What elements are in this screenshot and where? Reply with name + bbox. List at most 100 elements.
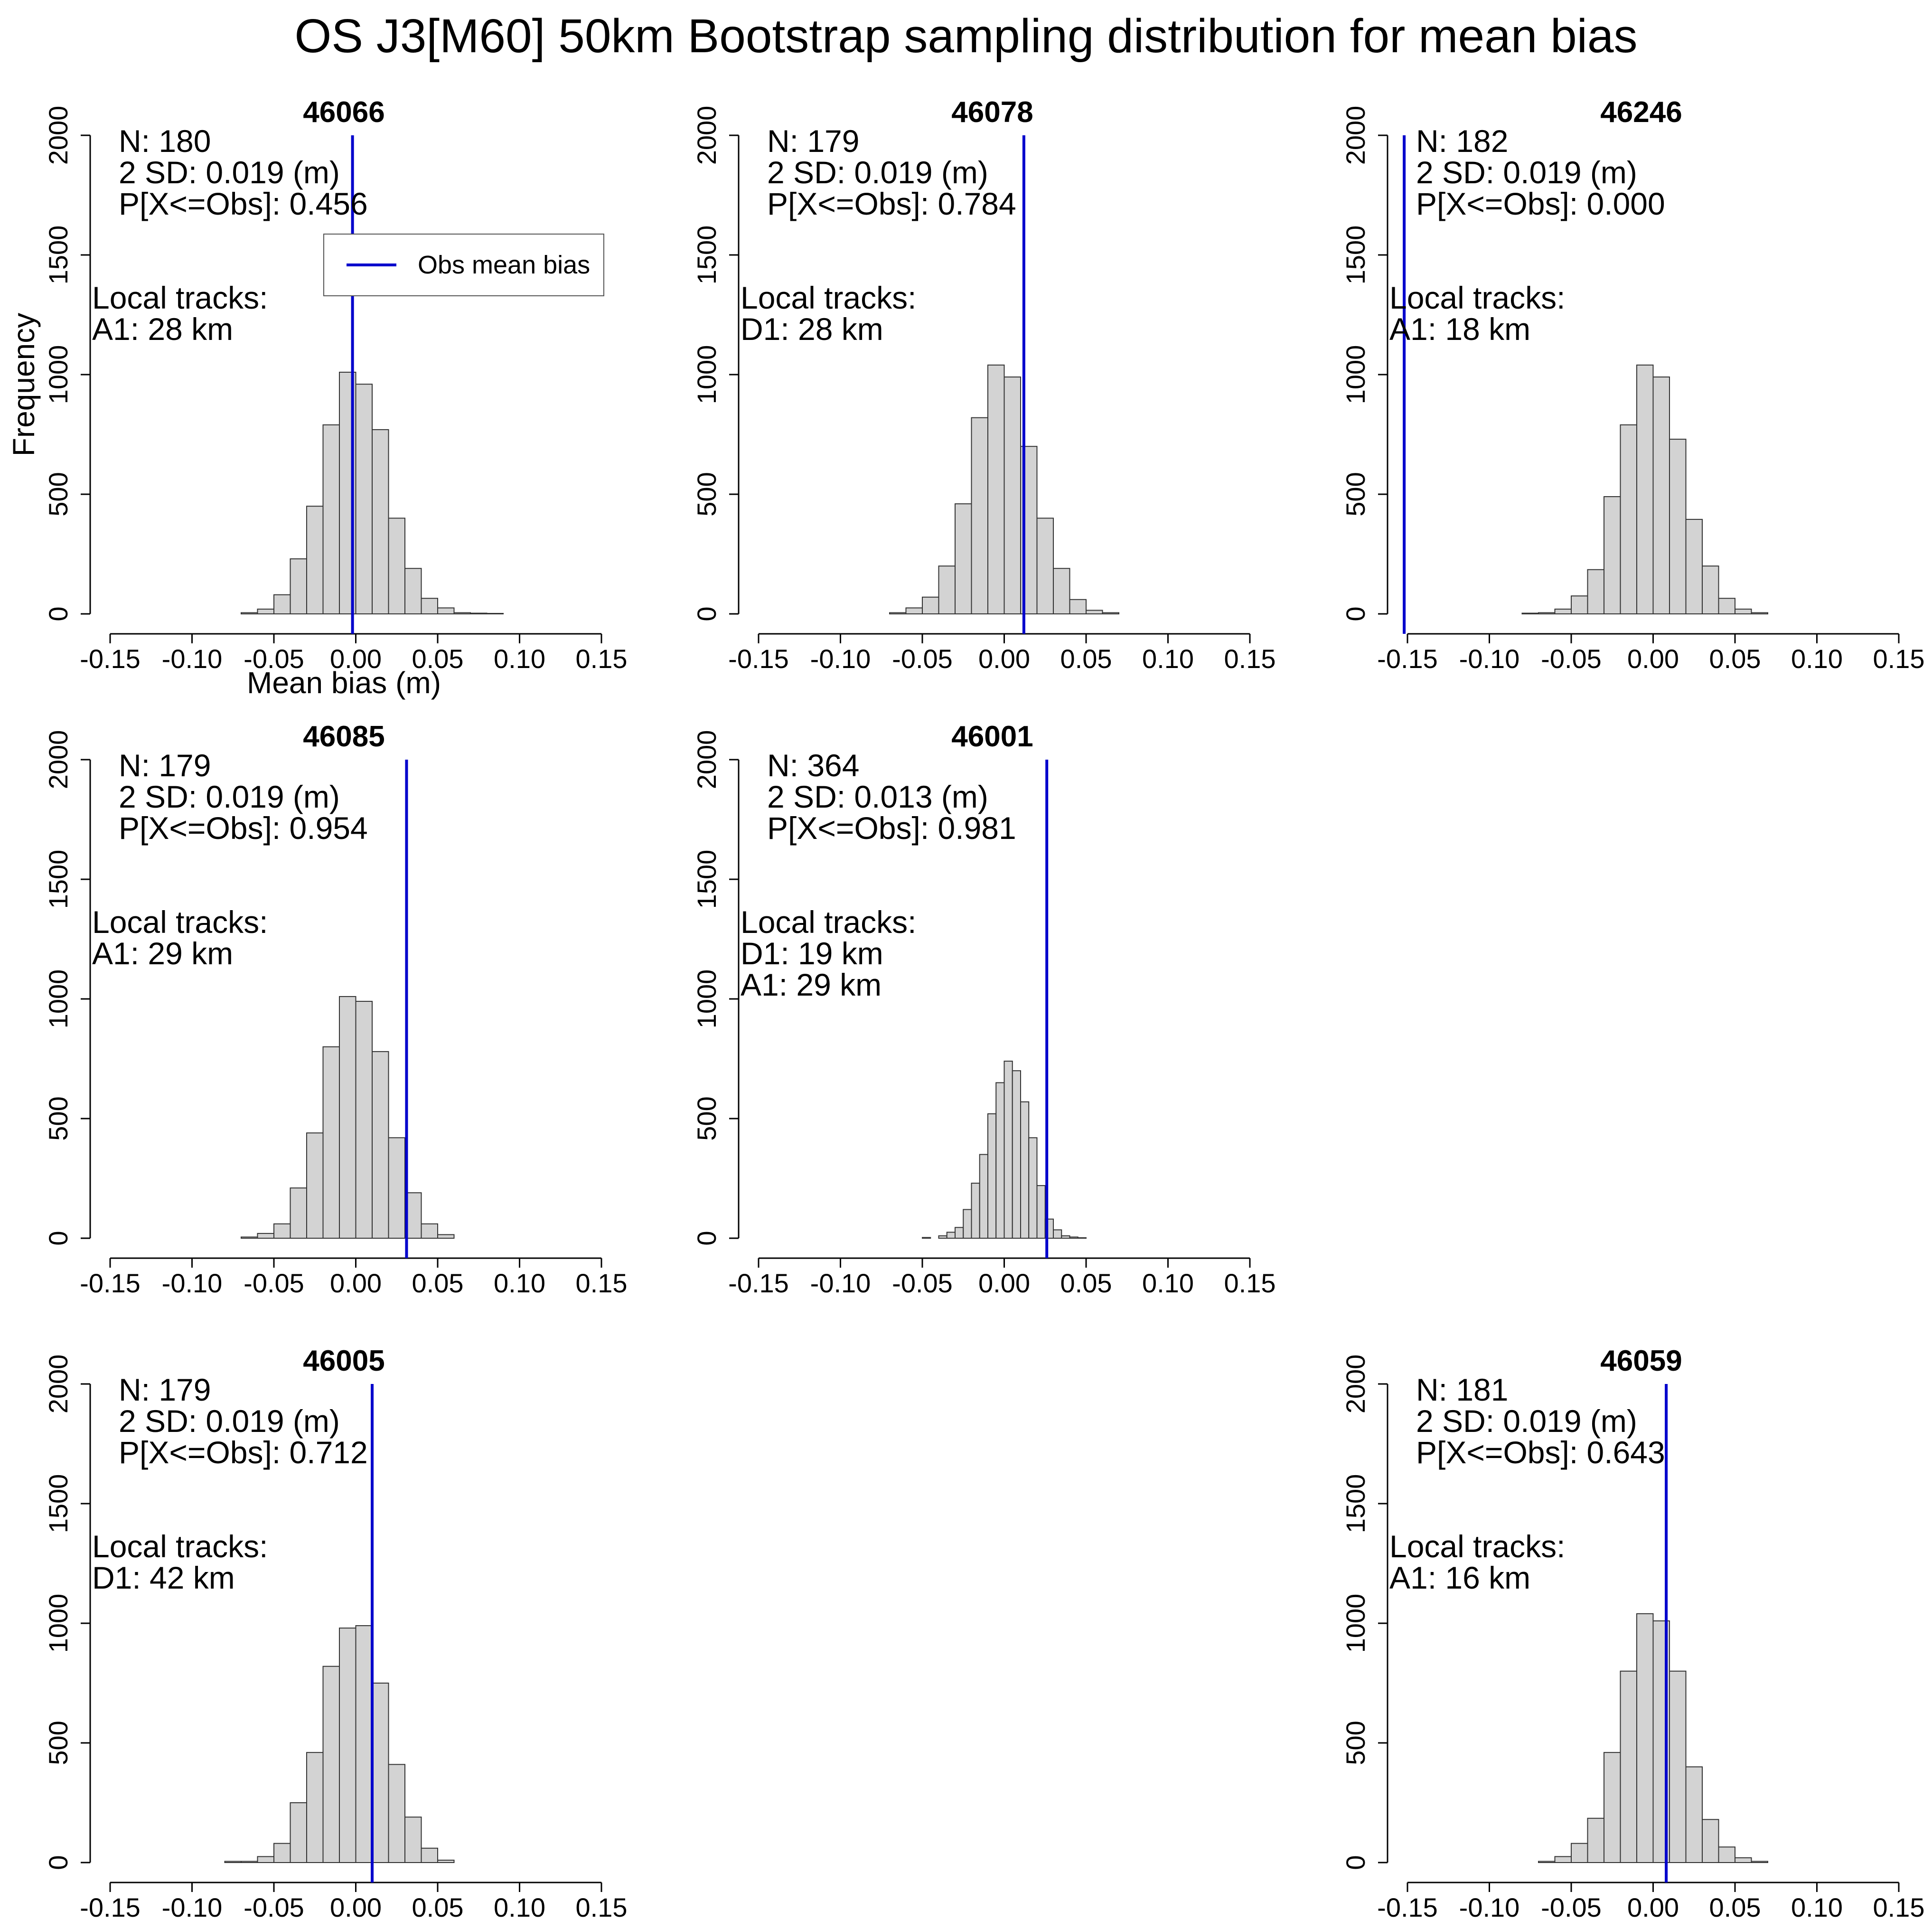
panel-title: 46085	[303, 720, 385, 753]
y-tick-label: 1000	[43, 1594, 73, 1653]
histogram-bar	[1053, 568, 1070, 614]
histogram-bar	[437, 1234, 455, 1239]
histogram-bar	[339, 1628, 356, 1864]
stat-annotation: 2 SD: 0.019 (m)	[119, 155, 340, 190]
x-tick-label: -0.15	[80, 1268, 141, 1298]
x-tick-label: 0.15	[576, 644, 628, 674]
stat-annotation: 2 SD: 0.019 (m)	[1416, 155, 1637, 190]
y-tick-label: 1500	[1341, 226, 1370, 285]
histogram-bar	[1587, 569, 1604, 615]
histogram-bar	[1053, 1229, 1062, 1239]
histogram-bar	[322, 424, 340, 615]
histogram-bar	[1620, 424, 1637, 615]
panel-46066: 46066 0 500 1000 1500 2000 -0.15 -0.10 -0.05 0.00…	[7, 96, 628, 700]
histogram-bar	[241, 1861, 258, 1863]
histogram-bar	[1554, 608, 1572, 615]
y-tick-label: 0	[43, 606, 73, 621]
histogram-bar	[922, 596, 939, 614]
histogram-bar	[355, 384, 373, 614]
x-tick-label: -0.10	[810, 1268, 871, 1298]
panel-46085: 46085 0 500 1000 1500 2000 -0.15 -0.10 -0.05 0.00…	[43, 720, 628, 1298]
y-tick-label: 1000	[1341, 345, 1370, 405]
histogram-bar	[322, 1046, 340, 1239]
y-tick-label: 1500	[692, 226, 722, 285]
histogram-bar	[1702, 1819, 1719, 1864]
y-tick-label: 1000	[692, 345, 722, 405]
stat-annotation: N: 179	[119, 1372, 211, 1407]
y-tick-label: 500	[1341, 472, 1370, 516]
x-tick-label: 0.00	[978, 1268, 1030, 1298]
x-tick-label: -0.15	[80, 644, 141, 674]
histogram-bar	[404, 1816, 422, 1863]
histogram-bar	[1538, 612, 1556, 614]
histogram-bar	[1587, 1817, 1604, 1864]
histogram-bar	[1751, 612, 1768, 614]
legend-label: Obs mean bias	[418, 251, 590, 279]
x-tick-label: 0.10	[1142, 644, 1194, 674]
local-tracks-annotation: A1: 18 km	[1389, 311, 1530, 347]
y-tick-label: 0	[1341, 606, 1370, 621]
x-tick-label: 0.05	[412, 1268, 464, 1298]
y-tick-label: 500	[1341, 1721, 1370, 1765]
histogram-bar	[437, 607, 455, 615]
histogram-bar	[1061, 1235, 1070, 1239]
panels: 46066 0 500 1000 1500 2000 -0.15 -0.10 -0.05 0.00…	[7, 96, 1925, 1920]
histogram-bar	[257, 1233, 274, 1239]
local-tracks-annotation: D1: 42 km	[92, 1560, 235, 1595]
x-tick-label: 0.15	[576, 1268, 628, 1298]
histogram-bar	[1571, 595, 1588, 614]
y-tick-label: 2000	[692, 106, 722, 165]
histogram-bar	[273, 1223, 291, 1239]
y-tick-label: 500	[43, 1096, 73, 1140]
x-tick-label: 0.10	[494, 1268, 545, 1298]
histogram-bar	[470, 612, 488, 615]
histogram-bar	[1718, 1846, 1735, 1863]
local-tracks-annotation: Local tracks:	[92, 1529, 268, 1564]
x-tick-label: 0.15	[1873, 644, 1925, 674]
histogram-bar	[938, 1235, 947, 1239]
y-tick-label: 1500	[43, 1474, 73, 1534]
y-axis-label: Frequency	[7, 313, 41, 456]
stat-annotation: N: 179	[119, 748, 211, 783]
panel-46059: 46059 0 500 1000 1500 2000 -0.15 -0.10 -0.05 0.00…	[1341, 1345, 1925, 1920]
x-tick-label: 0.00	[1627, 1892, 1679, 1920]
x-tick-label: 0.00	[1627, 644, 1679, 674]
x-tick-label: 0.00	[978, 644, 1030, 674]
panel-title: 46005	[303, 1345, 385, 1377]
histogram-bar	[987, 1113, 997, 1239]
local-tracks-annotation: Local tracks:	[1389, 1529, 1565, 1564]
x-tick-label: 0.10	[1791, 644, 1843, 674]
stat-annotation: P[X<=Obs]: 0.712	[119, 1435, 368, 1470]
histogram-bar	[421, 598, 438, 614]
histogram-bar	[1620, 1670, 1637, 1864]
panel-title: 46059	[1600, 1345, 1682, 1377]
histogram-bar	[388, 1764, 405, 1864]
histogram-bar	[486, 612, 504, 614]
histogram-bar	[987, 364, 1005, 614]
histogram-bar	[938, 565, 956, 614]
histogram-bar	[306, 506, 324, 614]
x-tick-label: 0.15	[1224, 1268, 1276, 1298]
stat-annotation: 2 SD: 0.019 (m)	[767, 155, 988, 190]
x-tick-label: -0.10	[162, 644, 223, 674]
local-tracks-annotation: D1: 28 km	[741, 311, 883, 347]
y-tick-label: 2000	[1341, 106, 1370, 165]
histogram-bar	[421, 1223, 438, 1239]
local-tracks-annotation: D1: 19 km	[741, 936, 883, 971]
y-tick-label: 1000	[692, 969, 722, 1029]
histogram-bar	[1751, 1861, 1768, 1863]
histogram-bar	[1554, 1856, 1572, 1863]
histogram-bar	[1521, 612, 1539, 615]
histogram-bar	[1702, 565, 1719, 614]
histogram-bar	[946, 1232, 956, 1239]
x-tick-label: -0.15	[80, 1892, 141, 1920]
histogram-bar	[388, 518, 405, 615]
y-tick-label: 1500	[1341, 1474, 1370, 1534]
panel-title: 46078	[951, 96, 1033, 129]
histogram-bar	[224, 1861, 242, 1863]
histogram-bar	[388, 1137, 405, 1239]
x-tick-label: 0.05	[1060, 644, 1112, 674]
y-tick-label: 0	[1341, 1855, 1370, 1870]
stat-annotation: P[X<=Obs]: 0.000	[1416, 186, 1665, 221]
histogram-bar	[1735, 608, 1752, 615]
